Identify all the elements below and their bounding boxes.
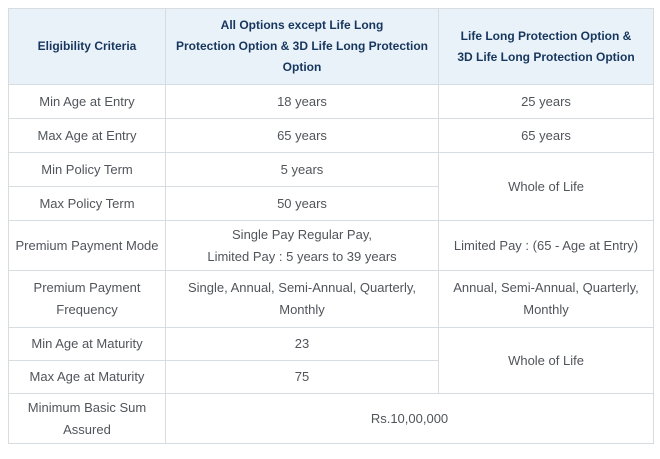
row-min-policy-term: Min Policy Term 5 years Whole of Life	[8, 152, 654, 221]
cell-merged-value: Rs.10,00,000	[165, 393, 654, 444]
row-label: Min Age at Maturity	[8, 327, 166, 361]
cell-all-options: Single Pay Regular Pay, Limited Pay : 5 …	[165, 220, 439, 271]
eligibility-criteria-table: Eligibility Criteria All Options except …	[8, 8, 654, 444]
cell-all-options: 65 years	[165, 118, 439, 153]
header-all-options-except: All Options except Life Long Protection …	[165, 8, 439, 85]
cell-life-long-merged: Whole of Life	[438, 327, 654, 394]
cell-life-long: Annual, Semi-Annual, Quarterly, Monthly	[438, 270, 654, 328]
cell-all-options: 50 years	[165, 186, 439, 221]
row-max-age-entry: Max Age at Entry 65 years 65 years	[8, 118, 654, 153]
cell-all-options: 23	[165, 327, 439, 361]
row-premium-payment-frequency: Premium Payment Frequency Single, Annual…	[8, 270, 654, 328]
cell-all-options: Single, Annual, Semi-Annual, Quarterly, …	[165, 270, 439, 328]
row-label: Max Policy Term	[8, 186, 166, 221]
row-label: Premium Payment Mode	[8, 220, 166, 271]
cell-life-long: Limited Pay : (65 - Age at Entry)	[438, 220, 654, 271]
cell-life-long: 65 years	[438, 118, 654, 153]
row-label: Min Policy Term	[8, 152, 166, 187]
row-max-age-maturity: Max Age at Maturity 75	[8, 360, 654, 394]
row-min-age-entry: Min Age at Entry 18 years 25 years	[8, 84, 654, 119]
cell-life-long: 25 years	[438, 84, 654, 119]
row-min-age-maturity: Min Age at Maturity 23 Whole of Life	[8, 327, 654, 394]
row-label: Minimum Basic Sum Assured	[8, 393, 166, 444]
header-row: Eligibility Criteria All Options except …	[8, 8, 654, 85]
header-eligibility-criteria: Eligibility Criteria	[8, 8, 166, 85]
row-premium-payment-mode: Premium Payment Mode Single Pay Regular …	[8, 220, 654, 271]
row-label: Max Age at Entry	[8, 118, 166, 153]
row-minimum-basic-sum-assured: Minimum Basic Sum Assured Rs.10,00,000	[8, 393, 654, 444]
cell-all-options: 18 years	[165, 84, 439, 119]
row-label: Min Age at Entry	[8, 84, 166, 119]
cell-all-options: 5 years	[165, 152, 439, 187]
cell-all-options: 75	[165, 360, 439, 394]
row-label: Max Age at Maturity	[8, 360, 166, 394]
cell-life-long-merged: Whole of Life	[438, 152, 654, 221]
row-label: Premium Payment Frequency	[8, 270, 166, 328]
header-life-long-protection: Life Long Protection Option & 3D Life Lo…	[438, 8, 654, 85]
